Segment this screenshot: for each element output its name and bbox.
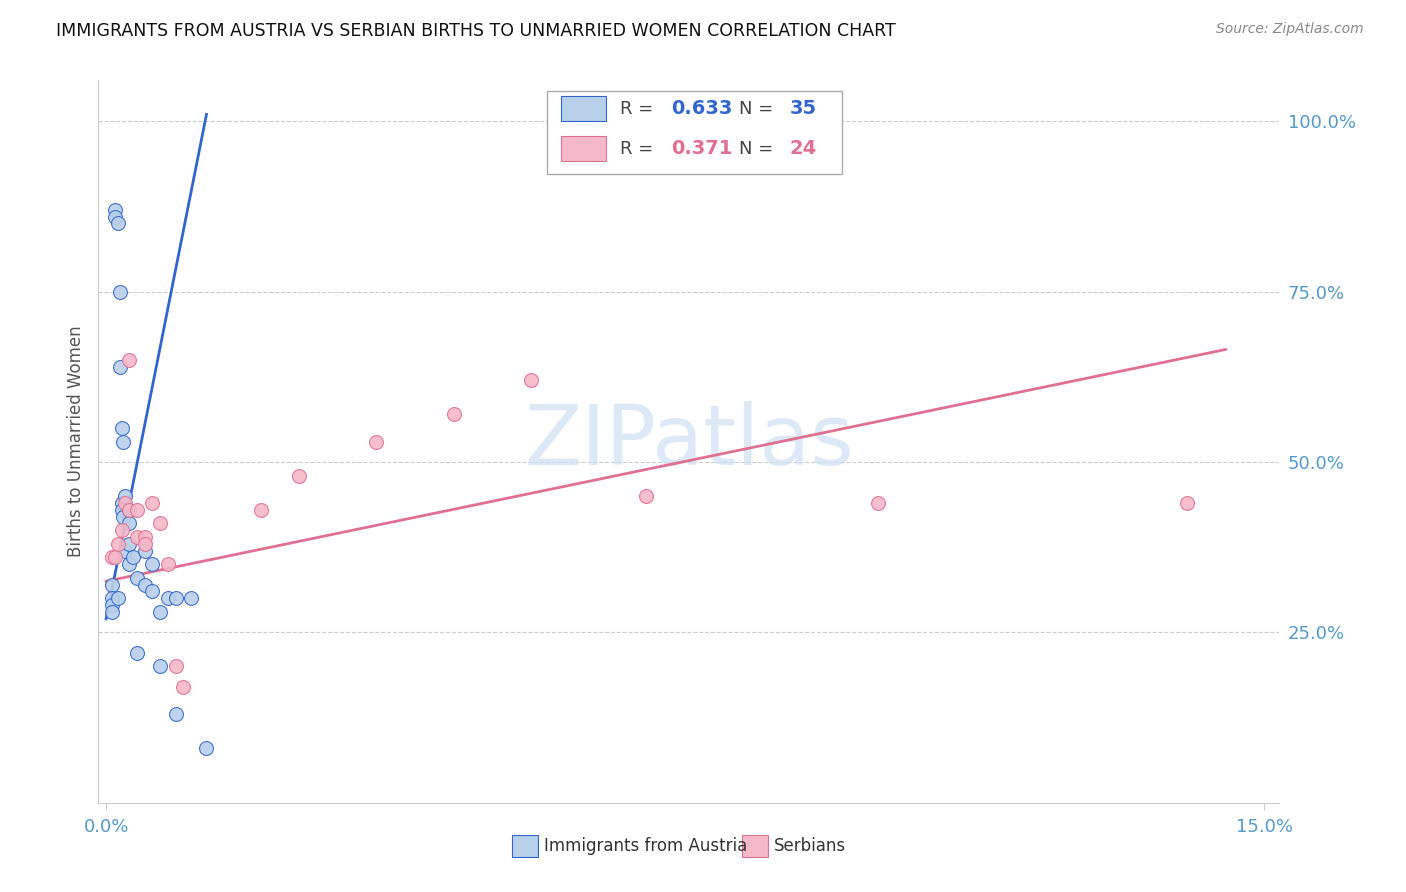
Point (114, 496, 136, 510)
Point (134, 530, 156, 544)
Point (180, 591, 202, 606)
Text: R =: R = (620, 139, 659, 158)
Text: ZIPatlas: ZIPatlas (524, 401, 853, 482)
Text: N =: N = (738, 100, 779, 118)
Point (125, 646, 148, 660)
Point (118, 502, 141, 516)
Point (110, 496, 132, 510)
Point (134, 537, 156, 551)
Point (141, 558, 163, 572)
Point (122, 550, 145, 565)
Text: 24: 24 (789, 139, 817, 158)
Point (195, 741, 218, 756)
Point (114, 543, 136, 558)
Text: Serbians: Serbians (773, 838, 846, 855)
Point (519, 373, 541, 387)
Point (110, 502, 132, 516)
Point (149, 659, 172, 673)
Point (125, 502, 148, 516)
Point (110, 523, 132, 537)
Point (110, 421, 132, 435)
Text: IMMIGRANTS FROM AUSTRIA VS SERBIAN BIRTHS TO UNMARRIED WOMEN CORRELATION CHART: IMMIGRANTS FROM AUSTRIA VS SERBIAN BIRTH… (56, 22, 896, 40)
Point (134, 543, 156, 558)
Point (101, 550, 124, 565)
Point (156, 558, 179, 572)
FancyBboxPatch shape (561, 136, 606, 161)
Point (156, 591, 179, 606)
Point (112, 434, 135, 449)
Point (366, 434, 388, 449)
Point (443, 407, 465, 421)
Point (101, 605, 124, 619)
Point (134, 577, 156, 591)
Text: 0.371: 0.371 (671, 139, 733, 158)
Point (118, 516, 141, 531)
Point (104, 210, 127, 224)
Point (249, 502, 271, 516)
Text: 0.633: 0.633 (671, 99, 733, 119)
Point (101, 577, 124, 591)
Point (107, 216, 129, 230)
Point (104, 202, 127, 217)
Point (868, 496, 890, 510)
Point (108, 359, 131, 374)
Point (141, 496, 163, 510)
FancyBboxPatch shape (561, 96, 606, 121)
Point (101, 591, 124, 606)
Point (636, 489, 658, 503)
Point (1175, 496, 1198, 510)
Point (114, 489, 136, 503)
Point (288, 468, 311, 483)
FancyBboxPatch shape (547, 91, 842, 174)
FancyBboxPatch shape (512, 835, 537, 857)
FancyBboxPatch shape (742, 835, 768, 857)
Point (165, 591, 187, 606)
Point (112, 509, 135, 524)
Point (118, 537, 141, 551)
Text: 35: 35 (789, 99, 817, 119)
Point (107, 537, 129, 551)
Text: N =: N = (738, 139, 779, 158)
Point (125, 571, 148, 585)
Point (101, 598, 124, 612)
Point (104, 550, 127, 565)
Point (141, 584, 163, 599)
Point (118, 502, 141, 516)
Point (107, 591, 129, 606)
Point (149, 605, 172, 619)
Text: Source: ZipAtlas.com: Source: ZipAtlas.com (1216, 22, 1364, 37)
Point (172, 680, 194, 694)
Y-axis label: Births to Unmarried Women: Births to Unmarried Women (66, 326, 84, 558)
Point (125, 530, 148, 544)
Point (165, 707, 187, 722)
Text: R =: R = (620, 100, 659, 118)
Point (118, 352, 141, 367)
Text: Immigrants from Austria: Immigrants from Austria (544, 838, 747, 855)
Point (149, 516, 172, 531)
Point (118, 558, 141, 572)
Point (108, 285, 131, 299)
Point (165, 659, 187, 673)
